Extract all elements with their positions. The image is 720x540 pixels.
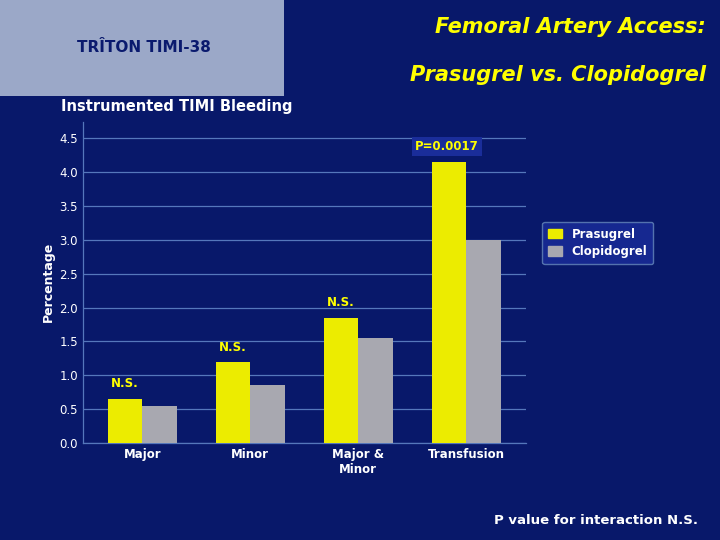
Bar xyxy=(467,240,501,443)
Text: N.S.: N.S. xyxy=(219,341,247,354)
Text: Prasugrel vs. Clopidogrel: Prasugrel vs. Clopidogrel xyxy=(410,65,706,85)
Text: Instrumented TIMI Bleeding: Instrumented TIMI Bleeding xyxy=(61,99,293,114)
Text: Femoral Artery Access:: Femoral Artery Access: xyxy=(435,17,706,37)
Bar xyxy=(324,318,359,443)
Text: N.S.: N.S. xyxy=(111,377,139,390)
Bar xyxy=(251,386,285,443)
Text: TRÎTON TIMI-38: TRÎTON TIMI-38 xyxy=(77,40,211,55)
Bar xyxy=(359,338,393,443)
Bar xyxy=(432,162,467,443)
Legend: Prasugrel, Clopidogrel: Prasugrel, Clopidogrel xyxy=(542,222,654,264)
Bar xyxy=(143,406,177,443)
Bar xyxy=(216,362,251,443)
Bar xyxy=(108,399,143,443)
Text: P=0.0017: P=0.0017 xyxy=(415,140,479,153)
FancyBboxPatch shape xyxy=(0,0,284,96)
Text: N.S.: N.S. xyxy=(327,296,355,309)
Y-axis label: Percentage: Percentage xyxy=(42,242,55,322)
Text: P value for interaction N.S.: P value for interaction N.S. xyxy=(495,514,698,526)
